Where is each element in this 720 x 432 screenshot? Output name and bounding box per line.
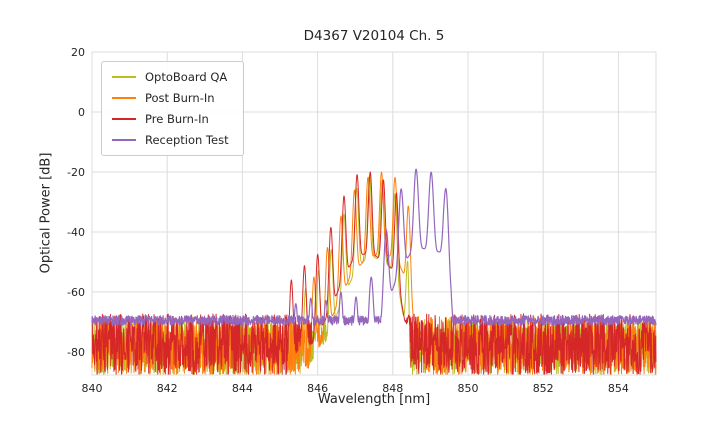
legend-item-post-burn-in: Post Burn-In: [112, 91, 229, 105]
svg-text:854: 854: [608, 382, 629, 395]
svg-text:852: 852: [533, 382, 554, 395]
svg-text:-20: -20: [67, 166, 85, 179]
legend-line-swatch: [112, 139, 136, 141]
svg-text:-60: -60: [67, 286, 85, 299]
legend-item-optoboard-qa: OptoBoard QA: [112, 70, 229, 84]
legend-item-reception-test: Reception Test: [112, 133, 229, 147]
legend: OptoBoard QA Post Burn-In Pre Burn-In Re…: [101, 61, 244, 156]
svg-text:-40: -40: [67, 226, 85, 239]
legend-line-swatch: [112, 118, 136, 120]
legend-label: Reception Test: [145, 133, 229, 147]
legend-item-pre-burn-in: Pre Burn-In: [112, 112, 229, 126]
legend-label: OptoBoard QA: [145, 70, 228, 84]
y-axis-label: Optical Power [dB]: [38, 152, 54, 274]
legend-label: Post Burn-In: [145, 91, 215, 105]
svg-text:850: 850: [458, 382, 479, 395]
svg-text:0: 0: [78, 106, 85, 119]
svg-text:844: 844: [232, 382, 253, 395]
legend-label: Pre Burn-In: [145, 112, 209, 126]
legend-line-swatch: [112, 97, 136, 99]
svg-text:840: 840: [82, 382, 103, 395]
svg-text:-80: -80: [67, 346, 85, 359]
legend-line-swatch: [112, 76, 136, 78]
svg-text:20: 20: [71, 46, 85, 59]
svg-text:848: 848: [382, 382, 403, 395]
chart-title: D4367 V20104 Ch. 5: [303, 28, 445, 44]
x-axis-label: Wavelength [nm]: [317, 392, 431, 407]
svg-text:842: 842: [157, 382, 178, 395]
svg-text:846: 846: [307, 382, 328, 395]
